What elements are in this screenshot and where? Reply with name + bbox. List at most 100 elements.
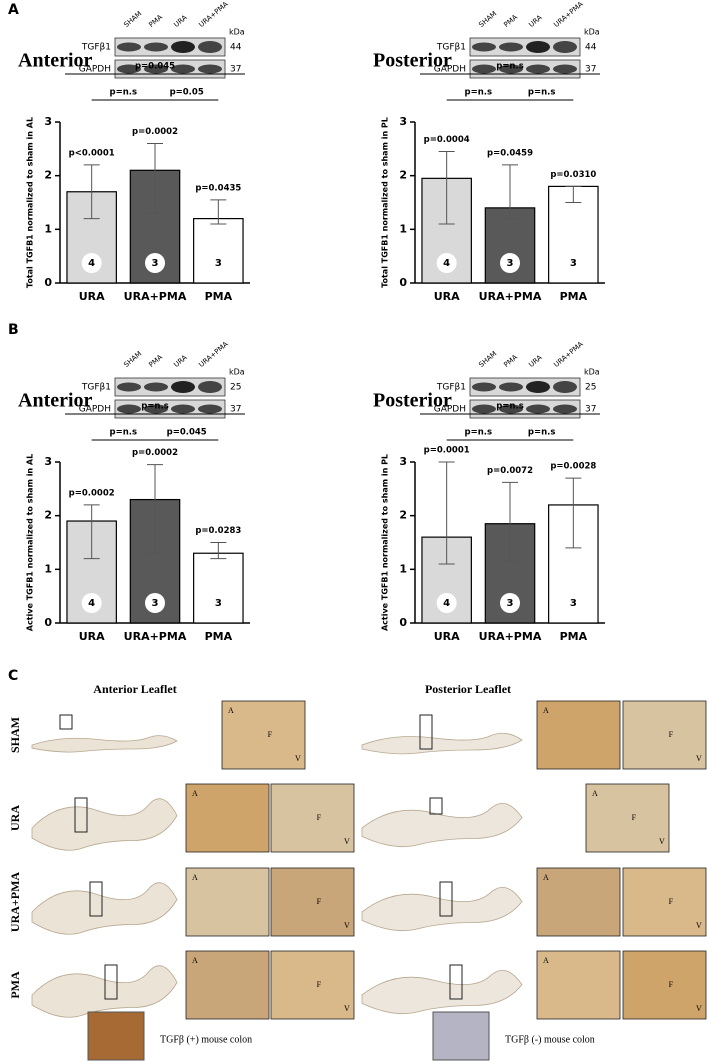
blot-band — [526, 404, 550, 414]
x-tick-label: URA+PMA — [479, 290, 542, 303]
micrograph-label: A — [592, 789, 598, 798]
blot-band — [472, 382, 496, 392]
tissue-section — [361, 732, 523, 755]
comparison-label: p=n.s — [528, 428, 556, 438]
micrograph-label: V — [344, 1004, 350, 1013]
n-label: 4 — [443, 258, 450, 269]
blot-band — [472, 42, 496, 52]
comparison-label: p=n.s — [465, 88, 493, 98]
blot-band — [526, 381, 550, 393]
blot-band — [472, 64, 496, 74]
p-value-label: p<0.0001 — [69, 148, 115, 158]
blot-kda: 44 — [585, 43, 597, 53]
micrograph-label: F — [317, 980, 322, 989]
y-tick-label: 1 — [399, 562, 407, 575]
micrograph-label: A — [228, 706, 234, 715]
lane-label: URA+PMA — [197, 340, 229, 369]
p-value-label: p=0.0072 — [487, 466, 533, 476]
n-label: 3 — [215, 258, 222, 269]
blot-band — [553, 381, 577, 393]
blot-kda: 37 — [585, 65, 596, 75]
micrograph-label: A — [192, 956, 198, 965]
error-bar — [502, 481, 518, 562]
micrograph-label: F — [632, 813, 637, 822]
panel-label: A — [8, 2, 19, 18]
control-image — [87, 1011, 145, 1061]
blot-band — [171, 404, 195, 414]
chart-heading: Posterior — [373, 50, 452, 72]
lane-label: PMA — [502, 13, 519, 29]
n-marker — [81, 593, 102, 613]
n-marker — [436, 253, 457, 273]
blot-strip — [469, 377, 581, 397]
blot-band — [198, 404, 222, 414]
y-tick-label: 2 — [44, 509, 52, 522]
y-tick-label: 3 — [399, 455, 407, 468]
y-tick-label: 2 — [399, 169, 407, 182]
error-bar — [147, 142, 163, 214]
tissue-section — [31, 882, 178, 935]
y-tick-label: 0 — [399, 276, 407, 289]
y-tick-label: 1 — [44, 562, 52, 575]
kda-unit: kDa — [229, 368, 245, 377]
error-bar — [565, 185, 582, 203]
blot-row-label: TGFβ1 — [436, 383, 466, 393]
comparison-label: p=n.s — [465, 428, 493, 438]
blot-band — [499, 42, 523, 52]
lane-label: URA+PMA — [552, 0, 584, 29]
blot-band — [472, 404, 496, 414]
comparison-label: p=n.s — [110, 88, 138, 98]
micrograph-label: A — [192, 873, 198, 882]
micrograph-label: A — [543, 956, 549, 965]
blot-band — [526, 64, 550, 74]
n-marker — [563, 593, 584, 613]
comparison-label: p=0.045 — [135, 62, 175, 72]
lane-label: URA+PMA — [197, 0, 229, 29]
n-marker — [145, 253, 165, 273]
n-marker — [500, 253, 520, 273]
micrograph — [536, 867, 621, 937]
x-tick-label: URA+PMA — [124, 630, 187, 643]
n-label: 3 — [152, 598, 159, 609]
panel-label: C — [8, 668, 18, 684]
lane-label: URA+PMA — [552, 340, 584, 369]
micrograph — [185, 867, 270, 937]
x-tick-label: URA+PMA — [479, 630, 542, 643]
blot-band — [144, 382, 168, 392]
tissue-section — [361, 886, 523, 932]
region-box — [449, 964, 463, 1000]
micrograph — [622, 950, 707, 1020]
error-bar — [502, 164, 518, 220]
region-box — [439, 881, 453, 917]
lane-label: PMA — [147, 353, 164, 369]
comparison-label: p=n.s — [496, 62, 524, 72]
micrograph-label: A — [543, 706, 549, 715]
control-image — [432, 1011, 490, 1061]
lane-label: SHAM — [122, 350, 143, 369]
micrograph — [185, 783, 270, 853]
lane-label: URA — [527, 353, 543, 369]
blot-band — [144, 404, 168, 414]
y-tick-label: 1 — [399, 222, 407, 235]
chart-heading: Anterior — [18, 390, 93, 412]
lane-label: URA — [527, 13, 543, 29]
y-tick-label: 3 — [44, 455, 52, 468]
micrograph-label: A — [543, 873, 549, 882]
blot-band — [117, 404, 141, 414]
kda-unit: kDa — [584, 368, 600, 377]
micrograph — [585, 783, 670, 853]
region-box — [59, 714, 73, 730]
blot-row-label: GAPDH — [79, 65, 111, 75]
blot-band — [499, 64, 523, 74]
lane-label: URA — [172, 353, 188, 369]
region-box — [104, 964, 118, 1000]
blot-band — [144, 42, 168, 52]
x-tick-label: PMA — [205, 630, 233, 643]
column-heading: Anterior Leaflet — [93, 682, 176, 696]
x-tick-label: URA — [79, 290, 105, 303]
n-marker — [563, 253, 584, 273]
blot-band — [198, 41, 222, 53]
x-tick-label: URA — [434, 290, 460, 303]
row-label: URA+PMA — [8, 872, 22, 932]
p-value-label: p=0.0002 — [132, 448, 178, 458]
